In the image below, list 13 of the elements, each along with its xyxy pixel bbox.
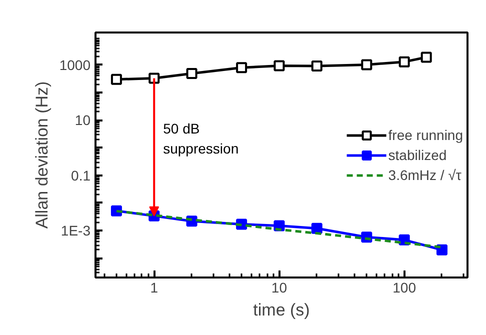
y-tick-label: 0.1 <box>71 167 91 184</box>
annotation: 50 dB suppression <box>163 120 239 156</box>
x-tick-label: 10 <box>271 280 288 296</box>
x-tick-label: 1 <box>150 280 158 296</box>
y-axis-title: Allan deviation (Hz) <box>32 81 52 229</box>
legend-label: free running <box>388 126 463 142</box>
y-tick-label: 10 <box>74 112 91 128</box>
x-tick-label: 100 <box>392 280 416 296</box>
legend-label: stabilized <box>388 146 447 162</box>
y-tick-label: 1E-3 <box>60 222 91 239</box>
x-axis-title: time (s) <box>253 300 310 320</box>
legend-label: 3.6mHz / √τ <box>388 166 462 182</box>
y-tick-label: 1000 <box>59 56 91 73</box>
